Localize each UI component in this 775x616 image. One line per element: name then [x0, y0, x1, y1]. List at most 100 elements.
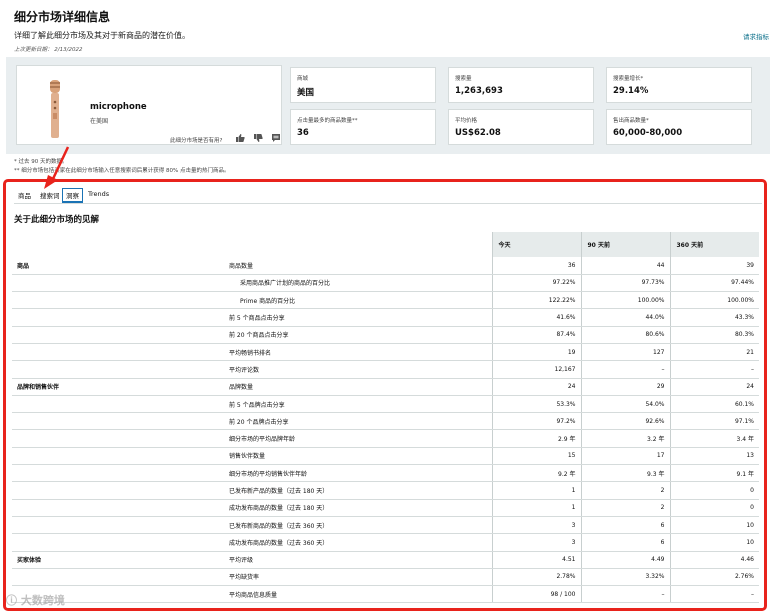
last-updated: 上次更新日期： 2/13/2022	[14, 47, 83, 53]
comment-icon[interactable]	[271, 133, 281, 143]
table-row: 前 5 个品牌点击分享 53.3% 54.0% 60.1%	[12, 395, 759, 414]
row-category	[12, 412, 224, 431]
row-category: 品牌和销售伙伴	[12, 377, 224, 396]
table-row: Prime 商品的百分比 122.22% 100.00% 100.00%	[12, 291, 759, 310]
row-value: 9.2 年	[491, 464, 581, 483]
row-category: 买家体验	[12, 550, 224, 569]
row-metric: 前 20 个品牌点击分享	[224, 412, 492, 431]
row-category	[12, 447, 224, 466]
tab-trends[interactable]: Trends	[88, 190, 110, 198]
table-row: 平均商品信息质量 98 / 100– –	[12, 585, 759, 604]
row-value: 3.2 年	[580, 429, 670, 448]
stat-units-sold: 售出商品数量* 60,000-80,000	[606, 109, 752, 145]
stat-label: 商城	[297, 76, 309, 82]
row-value: 4.46	[669, 550, 759, 569]
helpful-prompt: 此细分市场是否有用?	[170, 138, 223, 144]
stat-value: US$62.08	[455, 128, 501, 138]
column-header-90-days: 90 天前	[580, 232, 670, 257]
row-value: 60.1%	[669, 395, 759, 414]
row-value: 19	[491, 343, 581, 362]
row-value: 13	[669, 447, 759, 466]
row-metric: 前 5 个品牌点击分享	[224, 395, 492, 414]
row-value: 98 / 100	[491, 585, 581, 604]
table-header-row: 今天 90 天前 360 天前	[12, 232, 759, 257]
row-value: 80.3%	[669, 326, 759, 344]
watermark: ⓘ 大数跨境	[6, 594, 65, 607]
header-spacer	[224, 232, 492, 257]
row-category	[12, 360, 224, 379]
thumbs-up-icon[interactable]	[235, 133, 245, 143]
row-value: 54.0%	[580, 395, 670, 414]
row-value: –	[580, 585, 670, 604]
row-value: 92.6%	[580, 412, 670, 431]
row-value: 29	[580, 377, 670, 396]
row-value: 100.00%	[580, 291, 670, 310]
row-category: 商品	[12, 257, 224, 275]
table-row: 前 5 个商品点击分享 41.6% 44.0% 43.3%	[12, 308, 759, 327]
row-value: 80.6%	[580, 326, 670, 344]
header-spacer	[12, 232, 224, 257]
thumbs-down-icon[interactable]	[253, 133, 263, 143]
section-title: 关于此细分市场的见解	[14, 215, 100, 225]
row-value: 44.0%	[580, 308, 670, 327]
row-value: 39	[669, 257, 759, 275]
row-value: 9.3 年	[580, 464, 670, 483]
tab-insights[interactable]: 洞察	[62, 188, 83, 203]
row-value: 1	[491, 499, 581, 517]
insights-table: 今天 90 天前 360 天前 商品 商品数量 36 44 39 采用商品推广计划的商品的…	[12, 232, 759, 604]
request-metrics-link[interactable]: 请求指标	[743, 33, 769, 41]
row-category	[12, 568, 224, 587]
row-category	[12, 291, 224, 310]
tab-bar: 商品 搜索词 洞察 Trends	[14, 187, 762, 204]
row-category	[12, 585, 224, 604]
row-category	[12, 464, 224, 483]
row-value: 36	[491, 257, 581, 275]
row-metric: 已发布新产品的数量（过去 180 天）	[224, 481, 492, 500]
table-row: 成功发布商品的数量（过去 360 天） 3 6 10	[12, 533, 759, 552]
row-metric: 前 5 个商品点击分享	[224, 308, 492, 327]
row-value: 9.1 年	[669, 464, 759, 483]
row-value: 3	[491, 533, 581, 552]
row-metric: 平均畅销书排名	[224, 343, 492, 362]
table-row: 已发布新产品的数量（过去 180 天） 1 2 0	[12, 481, 759, 500]
tab-products[interactable]: 商品	[18, 192, 31, 200]
row-category	[12, 429, 224, 448]
stat-value: 60,000-80,000	[613, 128, 683, 138]
row-value: 10	[669, 516, 759, 535]
row-category	[12, 308, 224, 327]
row-metric: 细分市场的平均销售伙伴年龄	[224, 464, 492, 483]
table-row: 已发布新商品的数量（过去 360 天） 3 6 10	[12, 516, 759, 535]
table-row: 平均评论数 12,167– –	[12, 360, 759, 379]
row-value: 3.4 年	[669, 429, 759, 448]
row-metric: 采用商品推广计划的商品的百分比	[224, 274, 492, 293]
tab-search-terms[interactable]: 搜索词	[40, 192, 60, 200]
row-metric: 平均评级	[224, 550, 492, 569]
row-metric: 细分市场的平均品牌年龄	[224, 429, 492, 448]
row-value: 17	[580, 447, 670, 466]
table-row: 前 20 个商品点击分享 87.4% 80.6% 80.3%	[12, 326, 759, 344]
row-value: 3	[491, 516, 581, 535]
stat-value: 1,263,693	[455, 86, 503, 96]
row-metric: Prime 商品的百分比	[224, 291, 492, 310]
row-value: 41.6%	[491, 308, 581, 327]
table-row: 平均畅销书排名 19 127 21	[12, 343, 759, 362]
row-category	[12, 499, 224, 517]
row-category	[12, 326, 224, 344]
row-value: –	[669, 360, 759, 379]
table-row: 采用商品推广计划的商品的百分比 97.22% 97.73% 97.44%	[12, 274, 759, 293]
table-row: 前 20 个品牌点击分享 97.2% 92.6% 97.1%	[12, 412, 759, 431]
row-value: 2.9 年	[491, 429, 581, 448]
row-value: 4.51	[491, 550, 581, 569]
row-value: 97.22%	[491, 274, 581, 293]
row-value: 97.73%	[580, 274, 670, 293]
row-category	[12, 481, 224, 500]
page-title: 细分市场详细信息	[14, 10, 111, 24]
row-value: 97.1%	[669, 412, 759, 431]
product-market: 在美国	[90, 118, 109, 125]
stat-label: 搜索量	[455, 76, 472, 82]
annotation-arrow-icon	[44, 146, 70, 189]
row-category	[12, 533, 224, 552]
row-value: 44	[580, 257, 670, 275]
row-value: 2.76%	[669, 568, 759, 587]
stat-label: 搜索量增长*	[613, 76, 644, 82]
